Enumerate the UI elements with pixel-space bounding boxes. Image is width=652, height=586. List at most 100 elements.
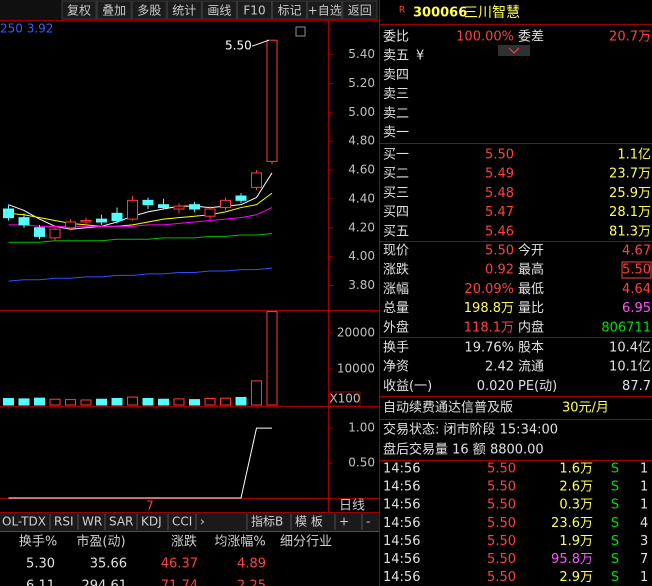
toolbar-button[interactable] [131, 0, 167, 20]
candle-body [3, 208, 14, 219]
fundamental-label: 流通 [518, 360, 544, 375]
y-tick-label: 5.00 [348, 105, 375, 119]
trade-side: S [611, 570, 619, 585]
fundamental-label: 换手 [383, 341, 409, 356]
ma-line [8, 233, 273, 243]
toolbar-button[interactable] [166, 0, 202, 20]
volume-bar [173, 398, 185, 406]
bid-volume: 28.1万 [609, 205, 651, 220]
toolbar-label: F10 [243, 4, 265, 18]
trade-side: S [611, 516, 619, 531]
stock-name: 三川智慧 [464, 5, 520, 21]
table-header: 换手% [19, 535, 57, 550]
y-tick-label: 20000 [337, 326, 375, 340]
quote-label: 外盘 [383, 319, 409, 335]
table-cell: 2.25 [237, 579, 266, 586]
toolbar-button[interactable] [307, 0, 343, 20]
quote-value: 198.8万 [464, 301, 514, 316]
fundamental-value: 10.4亿 [609, 341, 651, 356]
fundamental-label: 收益(一) [383, 379, 432, 394]
y-tick-label: 10000 [337, 362, 375, 376]
candle-body [18, 217, 30, 226]
trade-price: 5.50 [487, 516, 516, 531]
candle-body [142, 199, 154, 206]
unit-box [329, 391, 361, 407]
ma-line [8, 192, 273, 227]
indicator-tab[interactable]: - [366, 515, 370, 529]
order-ratio-label: 委比 [383, 30, 409, 45]
fundamental-value: 2.42 [485, 360, 514, 375]
ask-symbol: ¥ [416, 49, 424, 64]
candle-body [49, 228, 61, 239]
volume-bar [111, 398, 123, 406]
y-tick-label: 5.40 [348, 47, 375, 61]
indicator-tab[interactable]: 指标B [251, 514, 283, 529]
indicator-tab[interactable]: WR [82, 515, 102, 529]
toolbar-button[interactable] [342, 0, 378, 20]
fundamental-value: 0.020 [477, 379, 514, 394]
bid-label: 买三 [383, 186, 409, 201]
quote-value: 20.09% [464, 282, 514, 297]
indicator-tab[interactable]: + [339, 515, 349, 529]
order-ratio-value: 20.7万 [609, 30, 651, 45]
toolbar-button[interactable] [237, 0, 272, 20]
toolbar-label: +自选 [308, 4, 342, 18]
trade-count: 1 [640, 498, 648, 513]
trade-volume: 23.6万 [551, 516, 593, 531]
fundamental-value: 10.1亿 [609, 360, 651, 375]
annotation-arrow [251, 39, 270, 47]
trade-side: S [611, 462, 619, 477]
volume-bar [18, 398, 30, 406]
trade-price: 5.50 [487, 498, 516, 513]
bid-label: 买五 [383, 224, 409, 239]
trade-time: 14:56 [383, 498, 420, 513]
trade-price: 5.50 [487, 552, 516, 567]
indicator-tab[interactable]: KDJ [141, 515, 162, 529]
dropdown-button[interactable] [498, 45, 530, 56]
volume-bar [80, 399, 92, 406]
quote-label: 涨跌 [383, 262, 409, 278]
candle-body [65, 221, 76, 229]
stock-code: 300066 [413, 6, 467, 21]
order-ratio-label: 委差 [518, 30, 544, 45]
indicator-tab[interactable]: › [200, 515, 205, 529]
indicator-tab[interactable]: CCI [172, 515, 192, 529]
trade-side: S [611, 552, 619, 567]
table-header: 均涨幅% [214, 535, 265, 550]
trade-side: S [611, 480, 619, 495]
ma-line [8, 267, 273, 282]
toolbar-label: 统计 [172, 4, 196, 18]
ask-label: 卖二 [383, 106, 409, 121]
volume-bar [142, 398, 154, 406]
trade-time: 14:56 [383, 462, 420, 477]
ask-label: 卖五 [383, 49, 409, 64]
toolbar-button[interactable] [96, 0, 132, 20]
indicator-tab[interactable]: 模 板 [295, 515, 323, 529]
table-cell: 71.74 [161, 579, 198, 586]
trade-time: 14:56 [383, 552, 420, 567]
indicator-tab[interactable]: OL-TDX [2, 515, 46, 529]
toolbar-button[interactable] [201, 0, 237, 20]
table-header: 涨跌 [171, 534, 197, 550]
quote-value: 5.50 [485, 244, 514, 259]
trade-count: 1 [640, 570, 648, 585]
quote-label: 总量 [383, 301, 409, 316]
ma-line [8, 207, 273, 227]
after-hours: 盘后交易量 16 额 8800.00 [383, 442, 544, 458]
volume-bar [96, 398, 107, 406]
toolbar-button[interactable] [61, 0, 97, 20]
indicator-tab[interactable]: RSI [54, 515, 74, 529]
indicator-tab[interactable]: SAR [109, 515, 133, 529]
toolbar-label: 复权 [67, 4, 91, 18]
bid-volume: 25.9万 [609, 186, 651, 201]
ask-label: 卖四 [383, 68, 409, 83]
bid-price: 5.49 [485, 167, 514, 182]
volume-bar [65, 399, 76, 406]
trade-volume: 1.9万 [559, 534, 593, 549]
toolbar-button[interactable] [272, 0, 308, 20]
unit-label: X100 [329, 392, 360, 406]
bid-price: 5.46 [485, 224, 514, 239]
quote-label: 量比 [518, 301, 544, 316]
trade-volume: 2.6万 [559, 480, 593, 495]
